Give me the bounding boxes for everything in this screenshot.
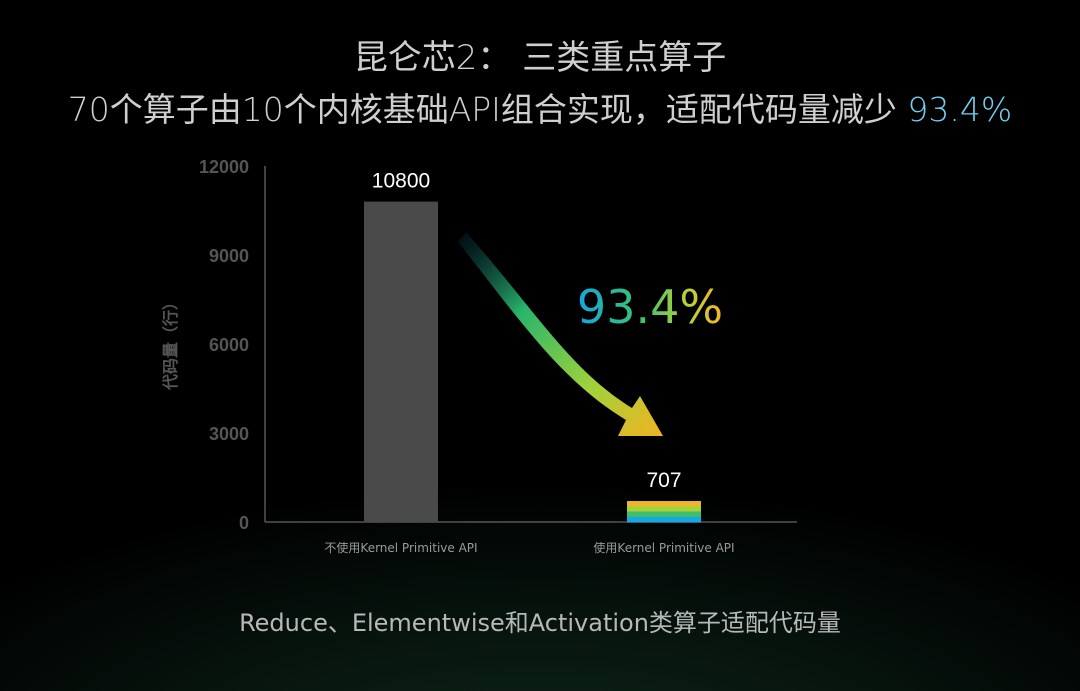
subtitle-highlight-percent: 93.4% — [907, 90, 1013, 129]
bar-stripe-0 — [627, 501, 701, 507]
x-category-label-0: 不使用Kernel Primitive API — [324, 540, 477, 555]
y-tick-label-3: 9000 — [209, 246, 249, 266]
bar-with-kernel-primitive — [627, 501, 701, 523]
y-tick-label-2: 6000 — [209, 335, 249, 355]
page-subtitle: 70个算子由10个内核基础API组合实现，适配代码量减少 93.4% — [0, 83, 1080, 131]
y-tick-label-4: 12000 — [199, 157, 249, 177]
bar-without-kernel-primitive — [364, 201, 438, 522]
subtitle-text: 70个算子由10个内核基础API组合实现，适配代码量减少 — [67, 90, 897, 129]
y-axis-label: 代码量（行） — [161, 294, 180, 391]
reduction-arrow — [458, 232, 663, 436]
y-tick-label-1: 3000 — [209, 424, 249, 444]
reduction-percent-annotation: 93.4% — [577, 280, 723, 334]
y-tick-label-0: 0 — [239, 513, 249, 533]
x-category-label-1: 使用Kernel Primitive API — [593, 540, 734, 555]
page-title: 昆仑芯2： 三类重点算子 — [353, 38, 727, 78]
bars: 10800 不使用Kernel Primitive API 707 使用Kernel … — [324, 170, 734, 555]
bar-data-label-0: 10800 — [372, 170, 430, 193]
bar-stripe-3 — [627, 516, 701, 523]
chart-caption: Reduce、Elementwise和Activation类算子适配代码量 — [239, 609, 841, 637]
y-axis: 0 3000 6000 9000 12000 — [199, 157, 249, 533]
bar-stripe-1 — [627, 506, 701, 513]
bar-stripe-2 — [627, 511, 701, 518]
bar-data-label-1: 707 — [646, 469, 681, 492]
